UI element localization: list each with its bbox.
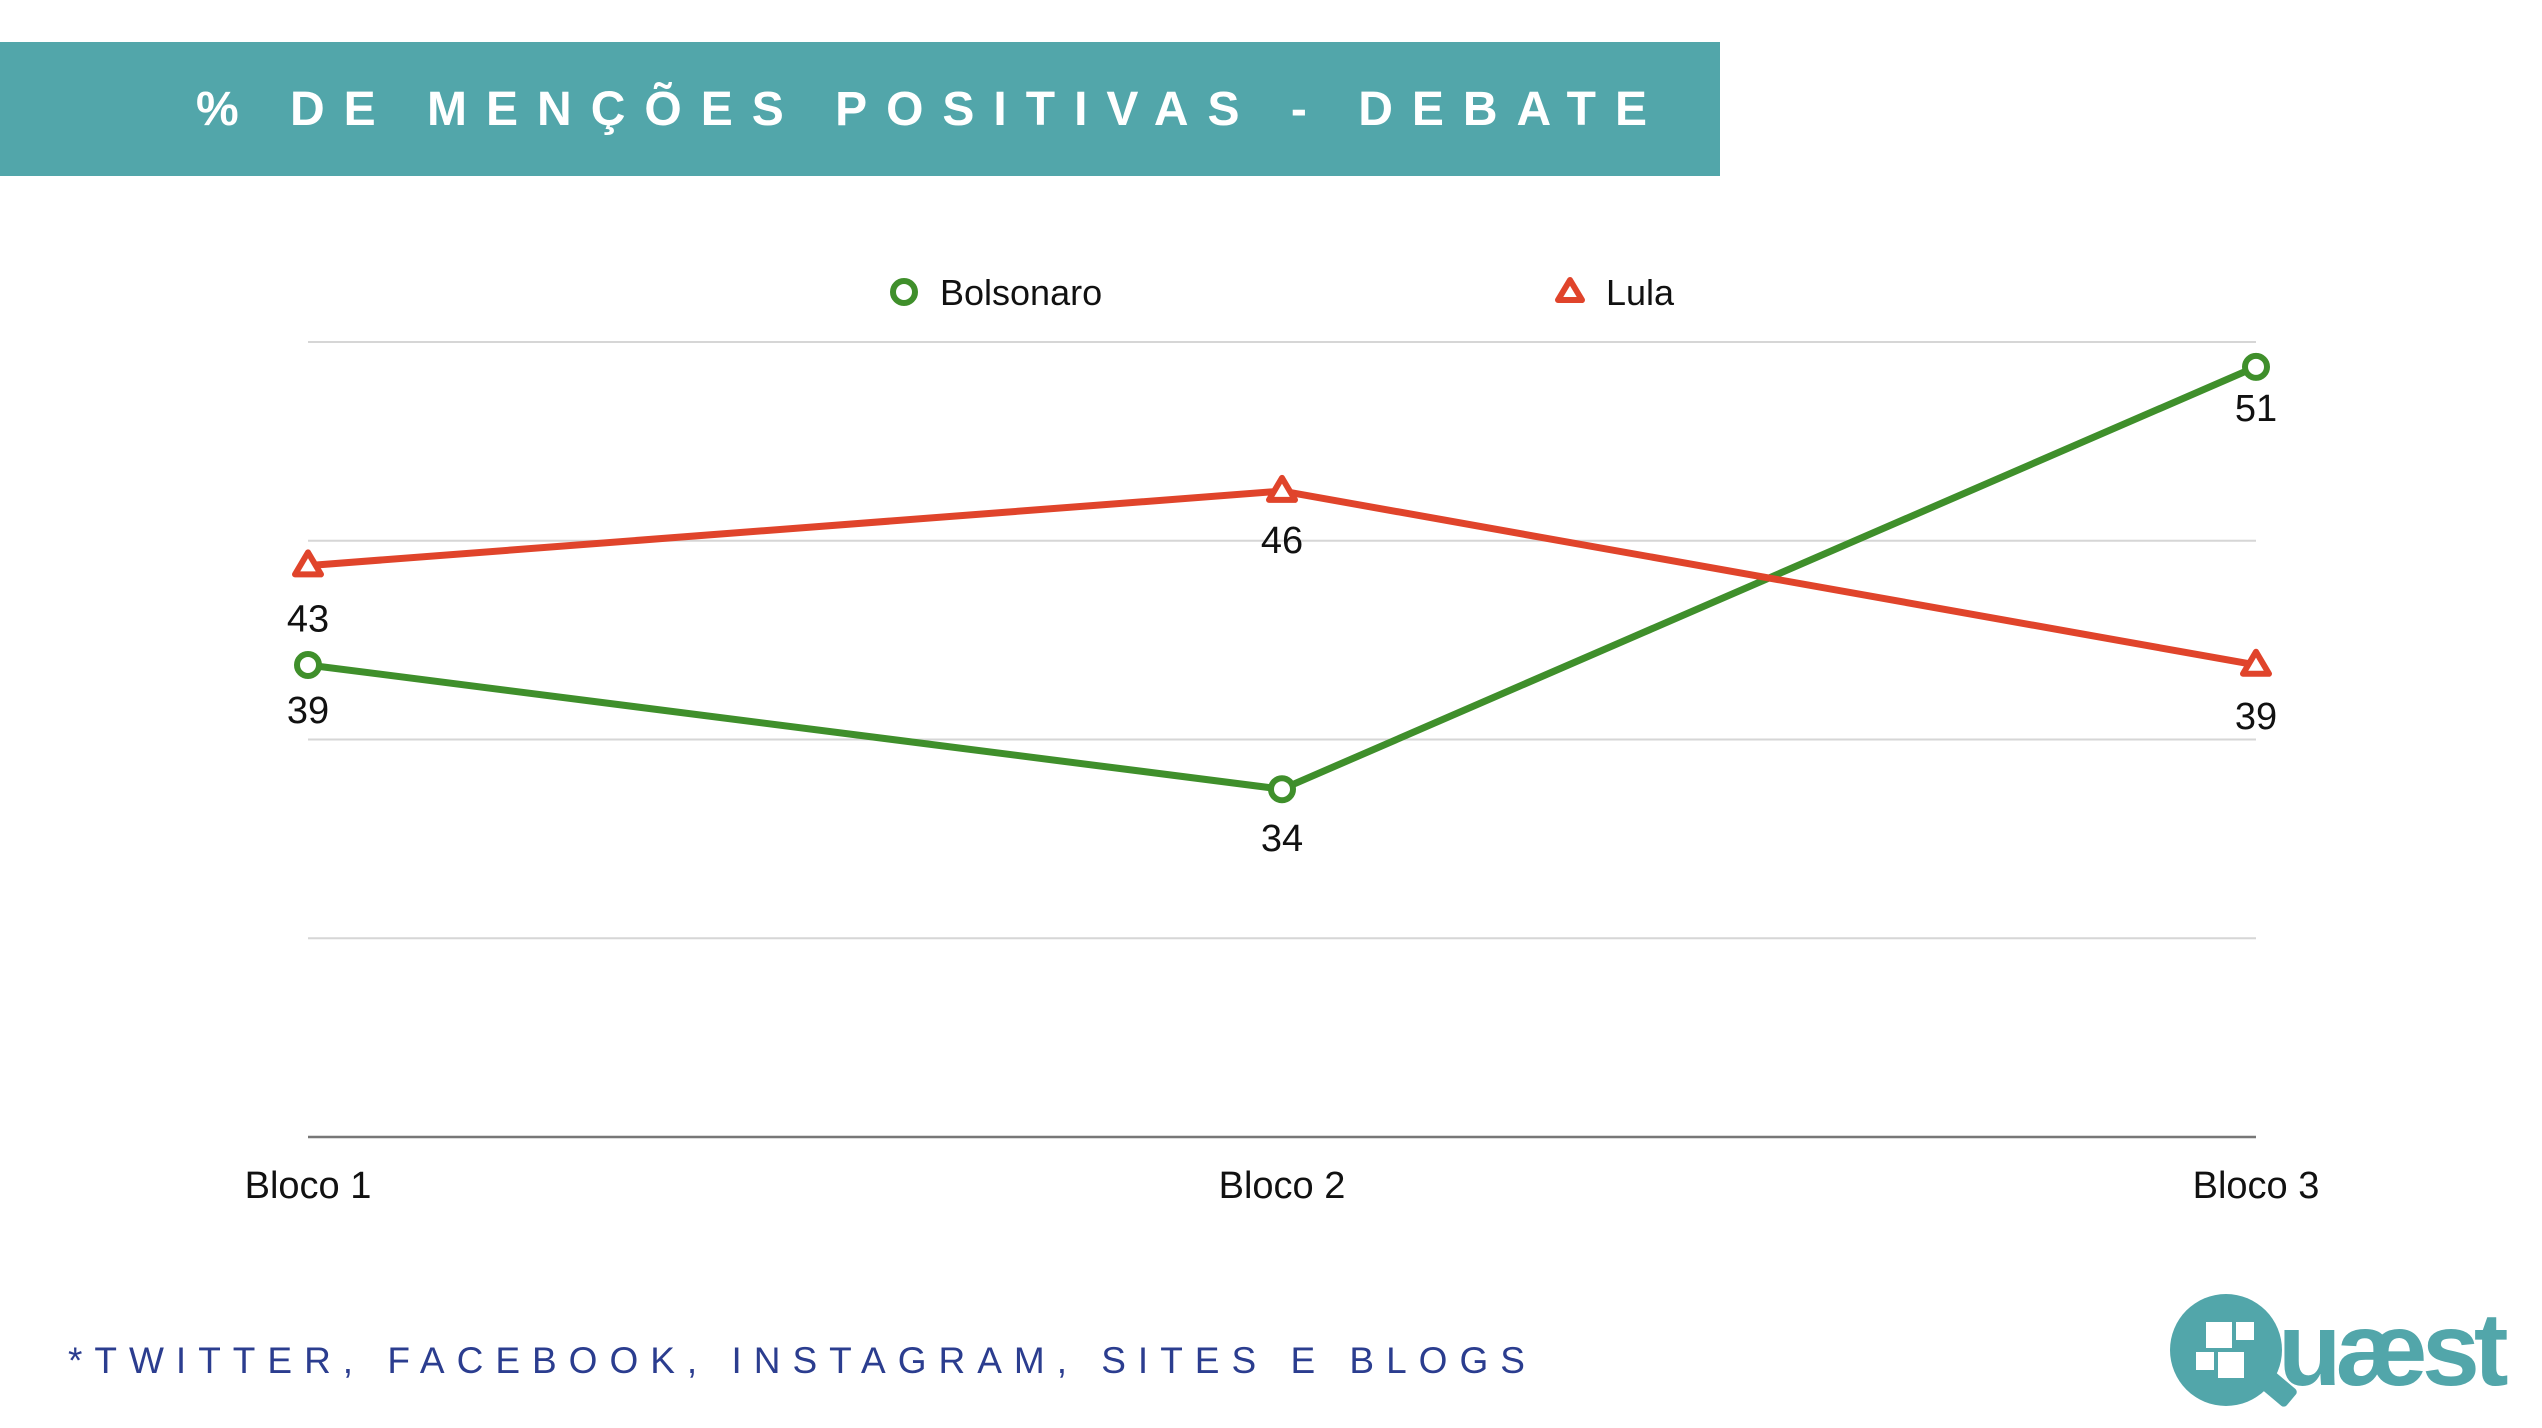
data-point xyxy=(292,549,324,578)
x-tick-label: Bloco 3 xyxy=(2193,1165,2320,1207)
data-label: 39 xyxy=(287,690,329,732)
data-point xyxy=(1266,474,1298,503)
data-label: 39 xyxy=(2235,696,2277,738)
legend-label: Lula xyxy=(1606,272,1675,313)
data-label: 34 xyxy=(1261,818,1303,860)
x-tick-label: Bloco 1 xyxy=(245,1165,372,1207)
line-chart: Bloco 1 Bloco 2 Bloco 3 39 34 51 43 46 39 Bolson… xyxy=(245,272,2320,1207)
quaest-logo: uæst xyxy=(2170,1290,2515,1410)
data-point xyxy=(294,650,322,679)
legend-marker xyxy=(890,278,918,306)
title-banner: % DE MENÇÕES POSITIVAS - DEBATE xyxy=(0,42,1720,176)
chart-title: % DE MENÇÕES POSITIVAS - DEBATE xyxy=(196,82,1666,136)
logo-text: uæst xyxy=(2278,1292,2508,1408)
data-label: 43 xyxy=(287,599,329,641)
x-tick-label: Bloco 2 xyxy=(1219,1165,1346,1207)
legend-label: Bolsonaro xyxy=(940,272,1102,313)
source-footnote: *TWITTER, FACEBOOK, INSTAGRAM, SITES E B… xyxy=(68,1340,1537,1381)
data-label: 46 xyxy=(1261,520,1303,562)
legend-marker xyxy=(1555,277,1585,303)
data-point xyxy=(2240,648,2272,677)
data-label: 51 xyxy=(2235,388,2277,430)
data-point xyxy=(2242,352,2270,381)
series-line xyxy=(307,363,2258,793)
series-line xyxy=(307,487,2257,669)
data-point xyxy=(1268,775,1296,804)
logo-mark-icon xyxy=(2170,1294,2299,1409)
